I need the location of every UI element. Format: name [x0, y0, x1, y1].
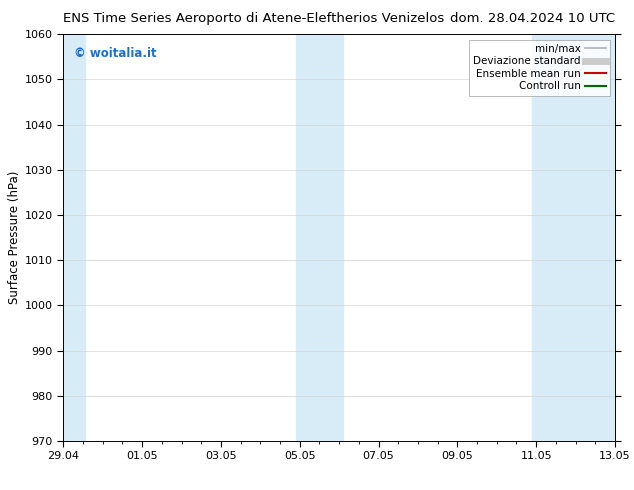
Bar	[296, 34, 343, 441]
Text: dom. 28.04.2024 10 UTC: dom. 28.04.2024 10 UTC	[450, 12, 615, 25]
Text: ENS Time Series Aeroporto di Atene-Eleftherios Venizelos: ENS Time Series Aeroporto di Atene-Eleft…	[63, 12, 444, 25]
Text: © woitalia.it: © woitalia.it	[74, 47, 157, 59]
Legend: min/max, Deviazione standard, Ensemble mean run, Controll run: min/max, Deviazione standard, Ensemble m…	[469, 40, 610, 96]
Bar	[533, 34, 619, 441]
Y-axis label: Surface Pressure (hPa): Surface Pressure (hPa)	[8, 171, 21, 304]
Bar	[60, 34, 85, 441]
